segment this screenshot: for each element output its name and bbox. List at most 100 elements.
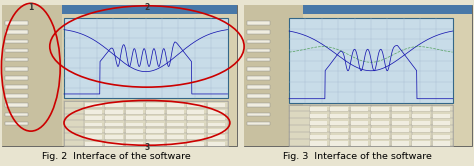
Bar xyxy=(64,101,228,146)
Bar xyxy=(247,76,270,80)
Bar xyxy=(187,103,204,107)
Bar xyxy=(244,5,472,146)
Bar xyxy=(187,116,204,120)
Bar xyxy=(371,107,389,111)
Bar xyxy=(208,135,225,139)
Bar xyxy=(5,122,28,125)
Bar xyxy=(105,103,123,107)
Bar xyxy=(412,121,429,125)
Bar xyxy=(5,21,28,25)
Bar xyxy=(208,123,225,126)
Bar xyxy=(208,110,225,114)
Bar xyxy=(5,113,28,116)
Bar xyxy=(187,129,204,133)
Bar xyxy=(5,76,28,80)
Bar xyxy=(392,114,409,118)
Bar xyxy=(371,114,389,118)
Bar xyxy=(5,85,28,89)
Bar xyxy=(433,114,450,118)
Bar xyxy=(208,129,225,133)
Bar xyxy=(412,134,429,139)
Bar xyxy=(392,107,409,111)
Bar xyxy=(247,40,270,43)
Bar xyxy=(167,129,184,133)
Bar xyxy=(371,141,389,146)
Bar xyxy=(247,30,270,34)
Bar xyxy=(247,85,270,89)
Bar xyxy=(105,142,123,146)
Bar xyxy=(2,5,237,146)
Bar xyxy=(105,135,123,139)
Text: 2: 2 xyxy=(144,3,150,12)
Bar xyxy=(208,142,225,146)
Bar xyxy=(351,128,368,132)
Bar xyxy=(244,5,303,146)
Bar xyxy=(187,135,204,139)
Text: Fig. 2  Interface of the software: Fig. 2 Interface of the software xyxy=(42,152,191,161)
Bar xyxy=(5,94,28,98)
Bar xyxy=(412,107,429,111)
Bar xyxy=(5,58,28,61)
Bar xyxy=(412,141,429,146)
Bar xyxy=(330,121,348,125)
Bar xyxy=(433,128,450,132)
Bar xyxy=(126,116,143,120)
Bar xyxy=(5,103,28,107)
Text: 1: 1 xyxy=(28,3,34,12)
Bar xyxy=(433,121,450,125)
Bar xyxy=(433,107,450,111)
Bar xyxy=(187,110,204,114)
Bar xyxy=(146,142,164,146)
Bar xyxy=(146,129,164,133)
Bar xyxy=(247,103,270,107)
Bar xyxy=(105,116,123,120)
Bar xyxy=(126,142,143,146)
Bar xyxy=(126,123,143,126)
Bar xyxy=(64,18,228,98)
Bar xyxy=(310,141,328,146)
Bar xyxy=(247,113,270,116)
Bar xyxy=(167,103,184,107)
Bar xyxy=(351,141,368,146)
Bar xyxy=(433,141,450,146)
Bar xyxy=(371,128,389,132)
Bar xyxy=(5,30,28,34)
Bar xyxy=(187,142,204,146)
Bar xyxy=(412,114,429,118)
Bar xyxy=(330,114,348,118)
Bar xyxy=(167,135,184,139)
Bar xyxy=(126,103,143,107)
Bar xyxy=(310,128,328,132)
Bar xyxy=(310,107,328,111)
Bar xyxy=(187,123,204,126)
Bar xyxy=(146,116,164,120)
Bar xyxy=(105,110,123,114)
Bar xyxy=(392,141,409,146)
Bar xyxy=(392,128,409,132)
Bar xyxy=(105,129,123,133)
Bar xyxy=(392,134,409,139)
Bar xyxy=(85,142,102,146)
Bar xyxy=(208,103,225,107)
Text: 3: 3 xyxy=(144,143,150,152)
Text: Fig. 3  Interface of the software: Fig. 3 Interface of the software xyxy=(283,152,432,161)
Bar xyxy=(433,134,450,139)
Bar xyxy=(146,110,164,114)
Bar xyxy=(247,94,270,98)
Bar xyxy=(330,141,348,146)
Bar xyxy=(310,121,328,125)
Bar xyxy=(247,49,270,52)
Bar xyxy=(371,134,389,139)
Bar xyxy=(412,128,429,132)
Bar xyxy=(167,142,184,146)
Bar xyxy=(208,116,225,120)
Bar xyxy=(126,129,143,133)
Bar xyxy=(5,49,28,52)
Bar xyxy=(146,103,164,107)
Bar xyxy=(167,110,184,114)
Bar xyxy=(351,114,368,118)
Bar xyxy=(244,5,472,14)
Bar xyxy=(310,134,328,139)
Bar xyxy=(85,123,102,126)
Bar xyxy=(85,103,102,107)
